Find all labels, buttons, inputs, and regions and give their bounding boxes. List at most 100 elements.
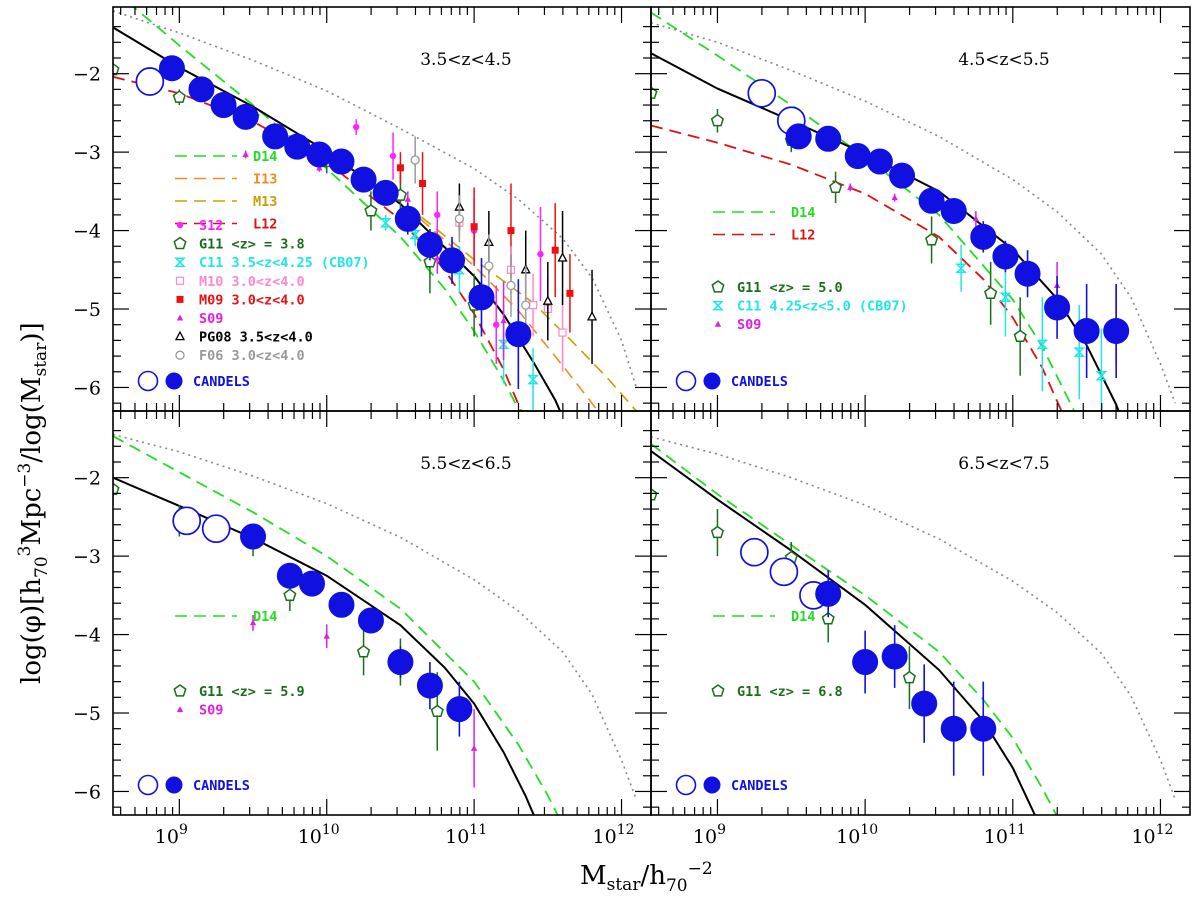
panel-2: 4.5<z<5.5 D14 L12 G11 <z> = 5.0 C11 4.25<z<5… [650, 6, 1191, 412]
y-tick-label: −2 [73, 64, 101, 86]
pentagon-point [821, 611, 835, 625]
legend-label: D14 [791, 609, 815, 625]
dot-point [353, 123, 360, 131]
panel-ticks [651, 7, 1190, 411]
candels-filled-point [468, 284, 495, 311]
candels-filled-point [328, 591, 355, 618]
legend-candels-open [137, 774, 159, 796]
panel-ticks [113, 411, 651, 815]
tri-filled-point [242, 150, 249, 157]
y-tick-label: −3 [73, 546, 101, 568]
y-tick-label: −6 [73, 377, 101, 399]
candels-filled-point [505, 321, 532, 348]
pentagon-point [113, 482, 120, 496]
total-smf-curve [651, 436, 1176, 800]
x-tick-label: 1010 [836, 822, 878, 848]
candels-filled-point [911, 690, 938, 717]
legend-symbol [714, 320, 722, 327]
legend-label: S12 [199, 218, 223, 234]
legend-label: M13 [253, 194, 277, 210]
legend-candels-filled [703, 372, 721, 390]
legend-label: S09 [737, 317, 761, 333]
tri-filled-point [891, 194, 898, 201]
legend-candels-open [137, 370, 159, 392]
candels-filled-point [240, 523, 267, 550]
bowtie-point [497, 339, 510, 350]
square-point [507, 227, 515, 235]
circle-open-point [454, 214, 465, 224]
legend-symbol [176, 314, 184, 321]
candels-filled-point [439, 247, 466, 274]
circle-open-point [506, 280, 516, 291]
tri-filled-point [972, 215, 980, 222]
legend-label: PG08 3.5<z<4.0 [199, 330, 313, 346]
legend-symbol [174, 330, 186, 341]
x-tick-label: 1011 [445, 822, 487, 848]
candels-filled-point [889, 162, 916, 189]
tri-filled-point [323, 632, 330, 639]
pentagon-point [651, 86, 658, 99]
candels-filled-point [992, 243, 1019, 270]
y-tick-label: −5 [73, 703, 101, 725]
schechter-fit-curve [651, 52, 1120, 411]
candels-open-point [769, 557, 799, 587]
candels-filled-point [416, 672, 443, 699]
tri-filled-point [249, 619, 257, 626]
tri-filled-point [404, 195, 411, 202]
bowtie-point [955, 263, 967, 273]
square-point [419, 180, 427, 188]
legend-label: G11 <z> = 5.0 [737, 280, 843, 296]
tri-open-point [586, 310, 598, 321]
panel-plot-area [651, 11, 1176, 411]
candels-filled-point [815, 125, 842, 152]
tri-filled-point [847, 183, 854, 190]
y-tick-label: −4 [73, 221, 101, 243]
circle-open-point [521, 300, 531, 310]
tri-open-point [542, 295, 553, 305]
pentagon-point [651, 487, 658, 501]
legend-symbol [712, 300, 724, 311]
square-point [396, 164, 404, 172]
legend-symbol [711, 280, 725, 293]
y-tick-label: −6 [73, 781, 101, 803]
legend-symbol [173, 684, 187, 697]
panel-title: 4.5<z<5.5 [958, 50, 1050, 70]
legend-label: M10 3.0<z<4.0 [199, 274, 305, 290]
legend-symbol [176, 221, 184, 229]
bowtie-point [999, 292, 1012, 303]
candels-filled-point [394, 205, 421, 232]
legend-label: L12 [253, 217, 277, 233]
pentagon-point [984, 286, 998, 299]
x-axis-label: Mstar/h70−2 [580, 859, 713, 894]
x-tick-label: 1010 [298, 822, 340, 848]
legend-candels-open [675, 774, 697, 796]
panel-frame [112, 6, 652, 412]
legend-symbol [174, 257, 186, 267]
panel-legend: D14 G11 <z> = 6.8 CANDELS [675, 609, 843, 796]
x-tick-label: 1011 [984, 822, 1026, 848]
panel-plot-area [113, 433, 638, 815]
legend-label: S09 [199, 703, 223, 719]
candels-filled-point [416, 231, 443, 258]
square-open-point [528, 300, 538, 310]
d14-curve [113, 435, 559, 815]
dot-point [434, 211, 441, 219]
legend-label: L12 [791, 228, 815, 244]
panel-4: 109 1010 1011 1012 6.5<z<7.5 D14 G11 <z> = 6.8… [650, 410, 1191, 848]
candels-filled-point [210, 92, 237, 119]
dot-point [537, 250, 544, 258]
tri-filled-point [434, 254, 441, 261]
legend-label: C11 4.25<z<5.0 (CB07) [737, 299, 908, 315]
panel-legend: D14 I13 M13 L12 S12 G11 <z> = 3.8 C11 3.5<z<4.… [137, 149, 370, 392]
panel-legend: D14 G11 <z> = 5.9 S09 CANDELS [137, 609, 305, 796]
legend-candels-filled [165, 372, 183, 390]
pentagon-point [902, 670, 916, 684]
pentagon-point [423, 255, 437, 268]
candels-filled-point [276, 562, 303, 589]
candels-open-point [740, 537, 769, 567]
legend-symbol [176, 295, 184, 303]
legend-candels-label: CANDELS [731, 374, 788, 390]
candels-filled-point [881, 643, 908, 670]
